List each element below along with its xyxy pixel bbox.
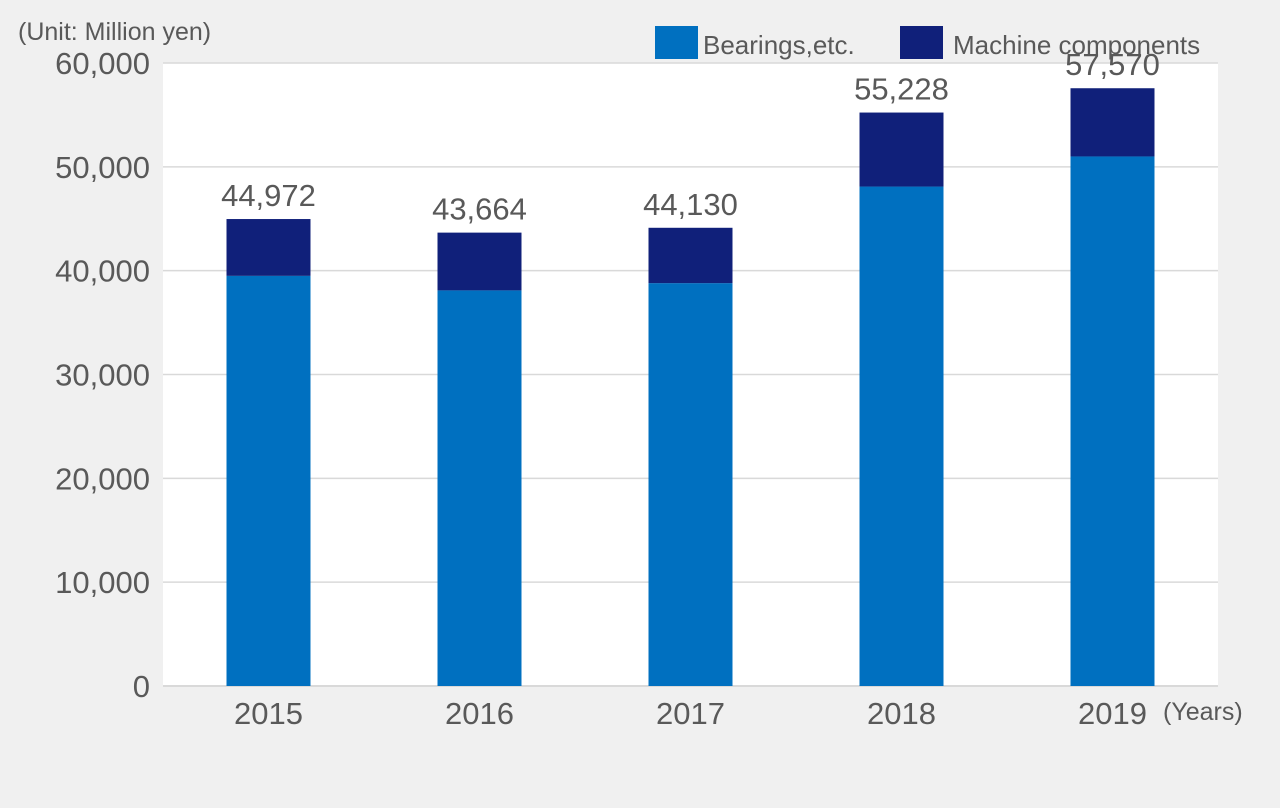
y-tick-label: 0	[133, 669, 150, 704]
bar-machine-components	[1070, 88, 1155, 157]
total-data-label: 44,130	[643, 187, 738, 222]
legend-label-bearings: Bearings,etc.	[703, 30, 855, 60]
bar-machine-components	[437, 232, 522, 291]
bar-machine-components	[648, 227, 733, 284]
x-tick-label: 2018	[867, 696, 936, 731]
bar-bearings	[226, 275, 311, 686]
y-tick-label: 20,000	[55, 461, 150, 496]
x-tick-label: 2016	[445, 696, 514, 731]
bar-bearings	[648, 283, 733, 686]
legend: Bearings,etc. Machine components	[655, 26, 1200, 60]
x-tick-label: 2019	[1078, 696, 1147, 731]
total-data-label: 55,228	[854, 72, 949, 107]
total-data-label: 57,570	[1065, 47, 1160, 82]
y-tick-label: 50,000	[55, 150, 150, 185]
bar-bearings	[1070, 156, 1155, 686]
legend-swatch-bearings	[655, 26, 698, 59]
y-tick-label: 30,000	[55, 358, 150, 393]
bar-machine-components	[226, 219, 311, 276]
legend-label-machine-components: Machine components	[953, 30, 1200, 60]
x-unit-label: (Years)	[1163, 698, 1243, 726]
bar-bearings	[859, 186, 944, 687]
bar-bearings	[437, 290, 522, 686]
labels: 0 10,000 20,000 30,000 40,000 50,000 60,000 44,…	[55, 46, 1160, 731]
bars	[226, 88, 1155, 687]
bar-machine-components	[859, 112, 944, 187]
total-data-label: 44,972	[221, 178, 316, 213]
y-tick-label: 60,000	[55, 46, 150, 81]
x-tick-label: 2017	[656, 696, 725, 731]
x-tick-label: 2015	[234, 696, 303, 731]
y-tick-label: 40,000	[55, 254, 150, 289]
y-tick-label: 10,000	[55, 565, 150, 600]
legend-swatch-machine-components	[900, 26, 943, 59]
unit-label: (Unit: Million yen)	[18, 18, 211, 46]
total-data-label: 43,664	[432, 192, 527, 227]
